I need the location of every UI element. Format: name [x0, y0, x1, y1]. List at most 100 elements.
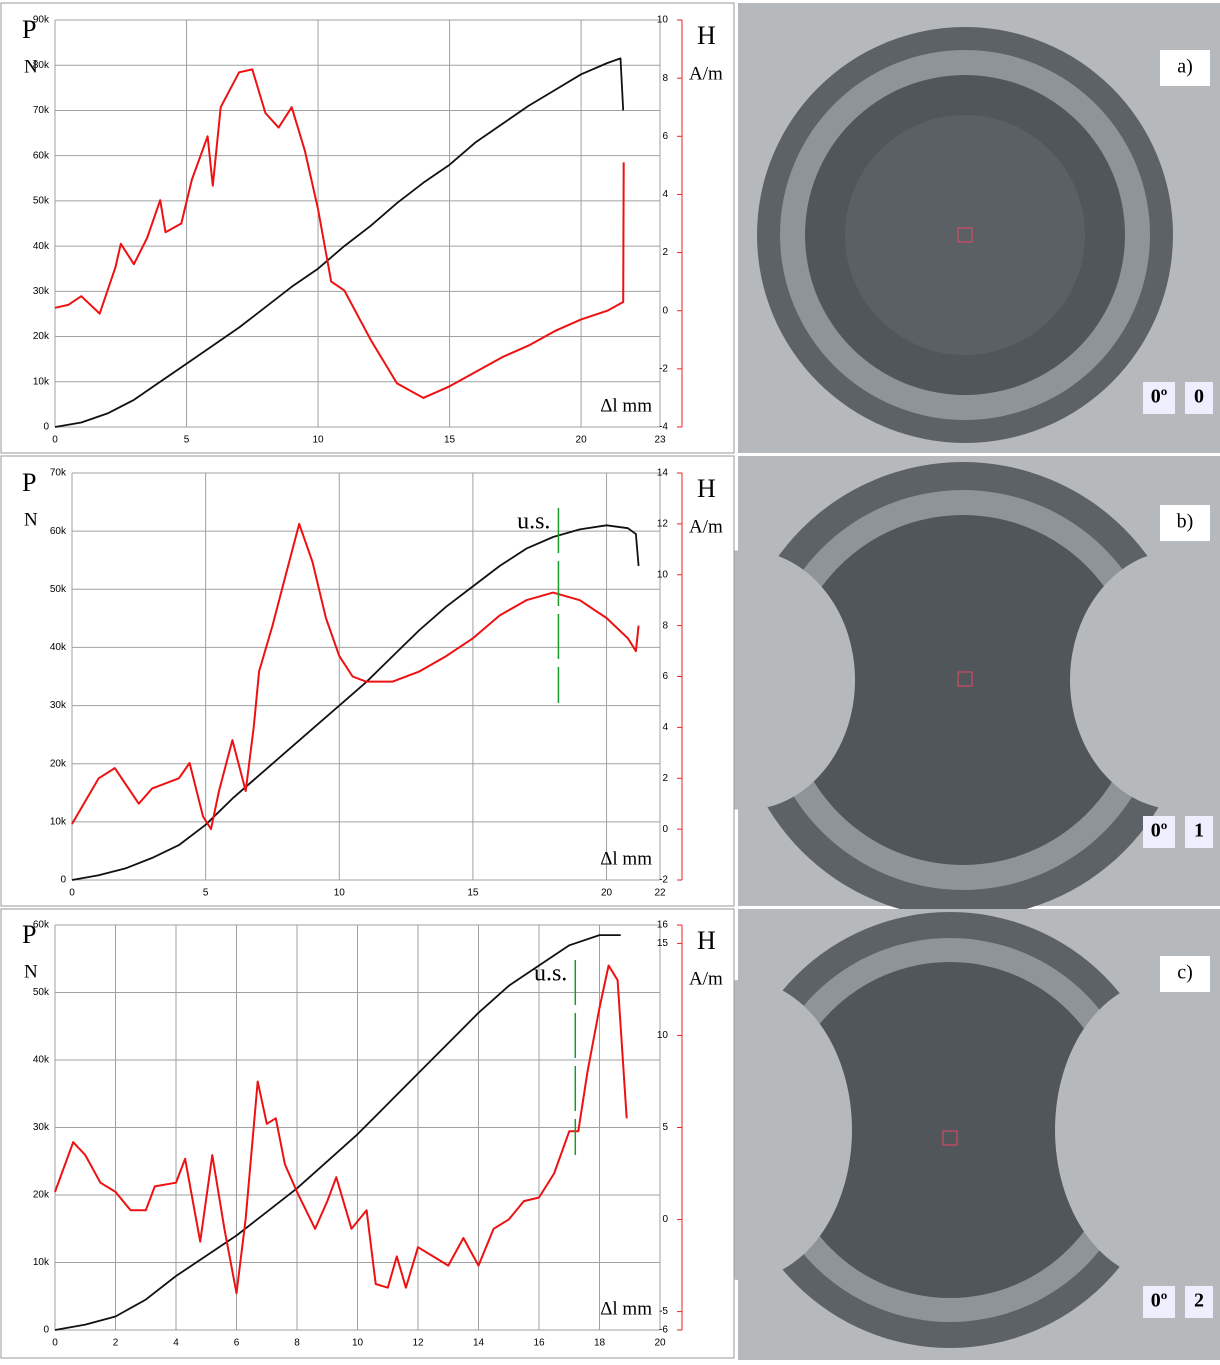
- y2-tick-label: 6: [662, 131, 668, 142]
- y-tick-label: 50k: [33, 987, 50, 998]
- x-tick-label: 8: [294, 1338, 300, 1349]
- x-tick-label: 5: [203, 888, 209, 899]
- x-tick-label: 2: [113, 1338, 119, 1349]
- y2-tick-label: 10: [657, 15, 669, 26]
- page: 010k20k30k40k50k60k70k80k90k0510152023-4…: [0, 0, 1220, 1360]
- x-label: Δl mm: [600, 395, 652, 416]
- panel-label: a): [1177, 56, 1193, 78]
- y2-tick-label: 16: [657, 920, 669, 931]
- x-tick-label: 0: [52, 1338, 58, 1349]
- annotation: u.s.: [517, 509, 550, 535]
- chart-frame: [1, 909, 734, 1358]
- x-tick-label: 22: [654, 888, 666, 899]
- y-tick-label: 10k: [33, 376, 50, 387]
- y2-label: H: [697, 474, 716, 503]
- x-tick-label: 6: [234, 1338, 240, 1349]
- y-tick-label: 30k: [33, 1122, 50, 1133]
- y2-tick-label: 6: [662, 671, 668, 682]
- y2-tick-label: 8: [662, 620, 668, 631]
- chart: 010k20k30k40k50k60k70k80k90k0510152023-4…: [1, 3, 734, 453]
- y2-tick-label: 12: [657, 519, 669, 530]
- y2-unit: A/m: [689, 968, 723, 989]
- y2-tick-label: -2: [659, 875, 668, 886]
- x-tick-label: 0: [52, 435, 58, 446]
- x-tick-label: 10: [312, 435, 324, 446]
- y2-tick-label: 15: [657, 938, 669, 949]
- disc-center: [845, 115, 1085, 355]
- annotation: u.s.: [534, 961, 567, 987]
- y-tick-label: 30k: [33, 286, 50, 297]
- y2-tick-label: 5: [662, 1122, 668, 1133]
- y-tick-label: 40k: [33, 1055, 50, 1066]
- y2-tick-label: 2: [662, 773, 668, 784]
- y-tick-label: 50k: [33, 196, 50, 207]
- x-tick-label: 18: [594, 1338, 606, 1349]
- y2-tick-label: 10: [657, 1030, 669, 1041]
- y-tick-label: 20k: [33, 1190, 50, 1201]
- x-label: Δl mm: [600, 848, 652, 869]
- x-tick-label: 15: [444, 435, 456, 446]
- y-label: P: [22, 468, 36, 497]
- y2-label: H: [697, 926, 716, 955]
- x-tick-label: 12: [412, 1338, 424, 1349]
- y2-unit: A/m: [689, 63, 723, 84]
- x-tick-label: 20: [576, 435, 588, 446]
- y-tick-label: 70k: [33, 105, 50, 116]
- y2-tick-label: -4: [659, 422, 668, 433]
- x-tick-label: 15: [467, 888, 479, 899]
- angle-label: 0º: [1151, 386, 1168, 408]
- y-unit: N: [24, 961, 38, 982]
- panel-label: b): [1177, 511, 1194, 533]
- x-tick-label: 20: [654, 1338, 666, 1349]
- y-tick-label: 20k: [33, 331, 50, 342]
- x-tick-label: 16: [533, 1338, 545, 1349]
- y2-tick-label: 0: [662, 305, 668, 316]
- x-label: Δl mm: [600, 1298, 652, 1319]
- figure: 010k20k30k40k50k60k70k80k90k0510152023-4…: [0, 0, 1220, 1360]
- y2-tick-label: -5: [659, 1306, 668, 1317]
- y-tick-label: 60k: [33, 150, 50, 161]
- y2-unit: A/m: [689, 516, 723, 537]
- y-tick-label: 20k: [50, 758, 67, 769]
- angle-label: 0º: [1151, 1290, 1168, 1312]
- y-tick-label: 0: [43, 422, 49, 433]
- index-label: 0: [1194, 386, 1204, 408]
- y-unit: N: [24, 56, 38, 77]
- y2-tick-label: -6: [659, 1325, 668, 1336]
- x-tick-label: 20: [601, 888, 613, 899]
- y2-tick-label: 4: [662, 189, 668, 200]
- x-tick-label: 4: [173, 1338, 179, 1349]
- x-tick-label: 10: [334, 888, 346, 899]
- y2-tick-label: 8: [662, 73, 668, 84]
- y-label: P: [22, 920, 36, 949]
- y-tick-label: 40k: [50, 642, 67, 653]
- y2-tick-label: 10: [657, 569, 669, 580]
- y2-label: H: [697, 21, 716, 50]
- x-tick-label: 23: [654, 435, 666, 446]
- y-tick-label: 40k: [33, 241, 50, 252]
- y-tick-label: 0: [43, 1325, 49, 1336]
- y2-tick-label: 0: [662, 1214, 668, 1225]
- x-tick-label: 10: [352, 1338, 364, 1349]
- y2-tick-label: -2: [659, 363, 668, 374]
- x-tick-label: 14: [473, 1338, 485, 1349]
- y-tick-label: 50k: [50, 584, 67, 595]
- x-tick-label: 5: [184, 435, 190, 446]
- y-tick-label: 10k: [50, 816, 67, 827]
- y2-tick-label: 14: [657, 468, 669, 479]
- y2-tick-label: 2: [662, 247, 668, 258]
- index-label: 1: [1194, 820, 1204, 842]
- y-tick-label: 10k: [33, 1257, 50, 1268]
- y-label: P: [22, 15, 36, 44]
- y2-tick-label: 4: [662, 722, 668, 733]
- y-tick-label: 70k: [50, 468, 67, 479]
- y-unit: N: [24, 509, 38, 530]
- y-tick-label: 0: [60, 875, 66, 886]
- panel-label: c): [1177, 962, 1193, 984]
- angle-label: 0º: [1151, 820, 1168, 842]
- y-tick-label: 60k: [50, 526, 67, 537]
- index-label: 2: [1194, 1290, 1204, 1312]
- y2-tick-label: 0: [662, 824, 668, 835]
